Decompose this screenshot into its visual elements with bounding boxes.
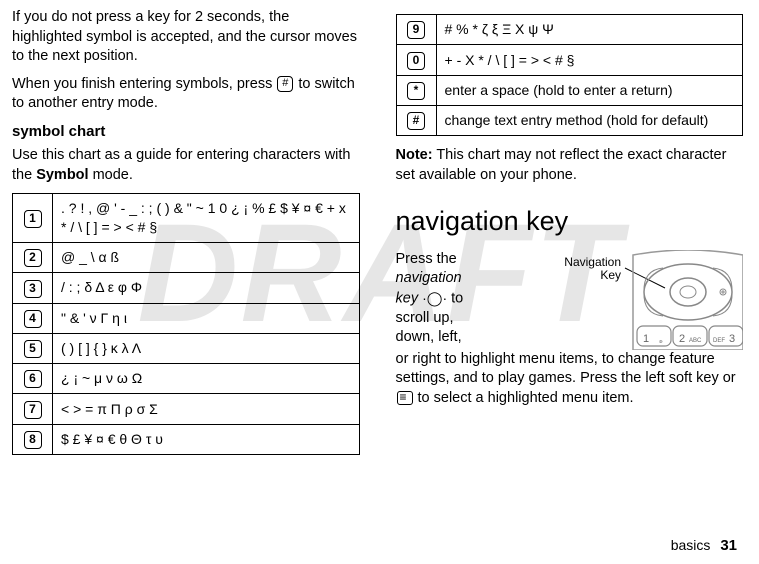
heading-symbol-chart: symbol chart [12,122,360,142]
table-row: 3 / : ; δ Δ ε φ Φ [13,273,360,303]
key-1-icon: 1 [24,210,42,228]
nav-key-section: Press the navigation key ·◯· to scroll u… [396,250,744,350]
key-0-icon: 0 [407,52,425,70]
cell-value: + - Χ * / \ [ ] = > < # § [436,45,743,75]
table-row: 2 @ _ \ α ß [13,242,360,272]
cell-value: enter a space (hold to enter a return) [436,75,743,105]
page-content: If you do not press a key for 2 seconds,… [0,0,759,455]
text: Press the [396,251,457,267]
cell-value: < > = π Π ρ σ Σ [53,394,360,424]
key-3-icon: 3 [24,280,42,298]
heading-navigation-key: navigation key [396,203,744,239]
symbol-table-right: 9 # % * ζ ξ Ξ Χ ψ Ψ 0 + - Χ * / \ [ ] = > … [396,14,744,136]
phone-illustration: Navigation Key [494,250,744,350]
svg-text:DEF: DEF [713,338,725,344]
table-row: 4 " & ' ν Γ η ι [13,303,360,333]
left-column: If you do not press a key for 2 seconds,… [12,8,360,455]
table-row: 7 < > = π Π ρ σ Σ [13,394,360,424]
cell-value: . ? ! , @ ' - _ : ; ( ) & " ~ 1 0 ¿ ¡ % … [53,194,360,243]
text: When you finish entering symbols, press [12,76,276,92]
cell-value: # % * ζ ξ Ξ Χ ψ Ψ [436,15,743,45]
key-2-icon: 2 [24,249,42,267]
footer-page-number: 31 [720,537,737,554]
para-switch-mode: When you finish entering symbols, press … [12,75,360,114]
key-hash-icon: # [407,112,425,130]
footer-section: basics [671,537,711,553]
note-text: This chart may not reflect the exact cha… [396,147,727,183]
table-row: # change text entry method (hold for defa… [396,105,743,135]
cell-value: ( ) [ ] { } κ λ Λ [53,333,360,363]
symbol-table-left: 1 . ? ! , @ ' - _ : ; ( ) & " ~ 1 0 ¿ ¡ %… [12,193,360,455]
svg-text:๏: ๏ [659,339,663,345]
key-star-icon: * [407,82,425,100]
phone-keypad-icon: 1 ๏ 2 ABC 3 DEF [593,250,743,350]
page-footer: basics 31 [671,536,737,556]
text: mode. [89,167,133,183]
cell-value: ¿ ¡ ~ μ ν ω Ω [53,364,360,394]
table-row: 0 + - Χ * / \ [ ] = > < # § [396,45,743,75]
hash-key-icon: # [277,76,293,92]
key-9-icon: 9 [407,21,425,39]
table-row: 8 $ £ ¥ ¤ € θ Θ τ υ [13,424,360,454]
cell-value: / : ; δ Δ ε φ Φ [53,273,360,303]
text: or right to highlight menu items, to cha… [396,351,736,387]
table-row: * enter a space (hold to enter a return) [396,75,743,105]
table-row: 1 . ? ! , @ ' - _ : ; ( ) & " ~ 1 0 ¿ ¡ %… [13,194,360,243]
key-7-icon: 7 [24,401,42,419]
cell-value: change text entry method (hold for defau… [436,105,743,135]
text: to select a highlighted menu item. [414,390,634,406]
cell-value: " & ' ν Γ η ι [53,303,360,333]
table-row: 5 ( ) [ ] { } κ λ Λ [13,333,360,363]
cell-value: @ _ \ α ß [53,242,360,272]
nav-text-narrow: Press the navigation key ·◯· to scroll u… [396,250,486,348]
svg-text:2: 2 [679,333,685,345]
cell-value: $ £ ¥ ¤ € θ Θ τ υ [53,424,360,454]
svg-text:ABC: ABC [689,338,702,344]
table-row: 9 # % * ζ ξ Ξ Χ ψ Ψ [396,15,743,45]
key-6-icon: 6 [24,370,42,388]
key-5-icon: 5 [24,340,42,358]
para-chart-intro: Use this chart as a guide for entering c… [12,146,360,185]
svg-text:3: 3 [729,333,735,345]
nav-key-glyph-icon: ·◯· [422,289,447,308]
svg-text:1: 1 [643,333,649,345]
menu-key-icon [397,391,413,405]
note-paragraph: Note: This chart may not reflect the exa… [396,146,744,185]
key-8-icon: 8 [24,431,42,449]
right-column: 9 # % * ζ ξ Ξ Χ ψ Ψ 0 + - Χ * / \ [ ] = > … [396,8,744,455]
note-label: Note: [396,147,433,163]
symbol-mode-label: Symbol [36,167,88,183]
key-4-icon: 4 [24,310,42,328]
table-row: 6 ¿ ¡ ~ μ ν ω Ω [13,364,360,394]
nav-text-wide: or right to highlight menu items, to cha… [396,350,744,409]
para-timeout: If you do not press a key for 2 seconds,… [12,8,360,67]
